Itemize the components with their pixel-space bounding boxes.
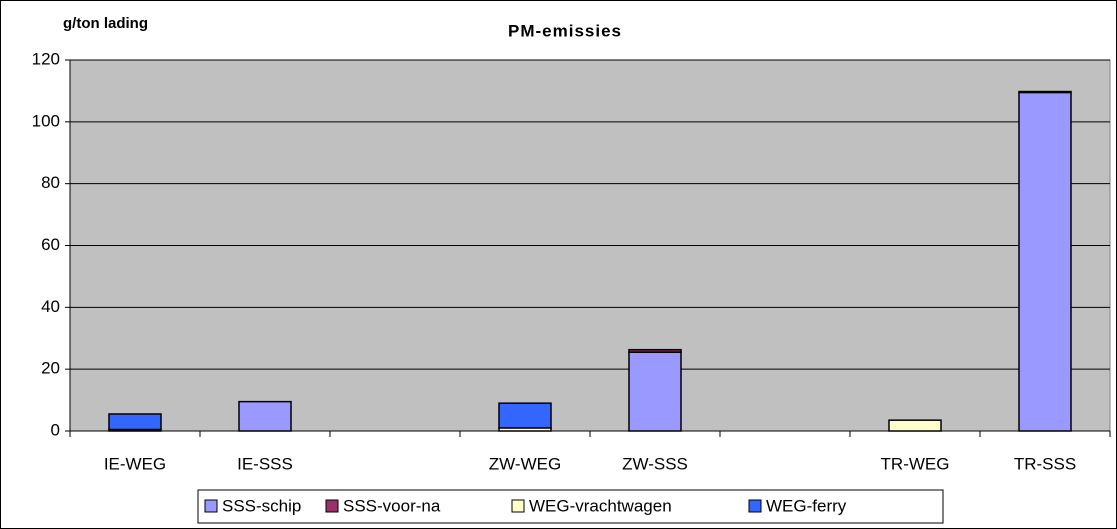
bar-segment xyxy=(108,413,162,431)
bar-segment xyxy=(888,419,942,432)
legend-label: SSS-schip xyxy=(222,496,301,515)
x-tick-label: IE-WEG xyxy=(104,454,166,473)
legend-label: WEG-ferry xyxy=(766,496,847,515)
y-tick-label: 60 xyxy=(41,235,60,254)
x-tick-label: ZW-WEG xyxy=(489,454,561,473)
x-tick-label: TR-WEG xyxy=(881,454,950,473)
y-tick-label: 40 xyxy=(41,297,60,316)
bar-segment xyxy=(498,402,552,429)
bar-segment xyxy=(628,348,682,353)
x-tick-label: IE-SSS xyxy=(237,454,293,473)
legend-swatch xyxy=(748,499,762,513)
y-tick-label: 120 xyxy=(32,49,60,68)
legend-swatch xyxy=(325,499,339,513)
bar-segment xyxy=(238,400,292,432)
bar-segment xyxy=(1018,90,1072,94)
x-tick-label: ZW-SSS xyxy=(622,454,688,473)
x-tick-label: TR-SSS xyxy=(1014,454,1076,473)
chart-title: PM-emissies xyxy=(508,21,622,40)
legend-swatch xyxy=(204,499,218,513)
legend-label: SSS-voor-na xyxy=(343,496,441,515)
y-tick-label: 80 xyxy=(41,173,60,192)
legend-label: WEG-vrachtwagen xyxy=(529,496,672,515)
y-tick-label: 100 xyxy=(32,111,60,130)
bar-segment xyxy=(1018,91,1072,432)
bar-segment xyxy=(628,351,682,432)
legend-swatch xyxy=(511,499,525,513)
y-tick-label: 20 xyxy=(41,359,60,378)
y-axis-label: g/ton lading xyxy=(63,15,148,32)
legend-box xyxy=(197,489,944,524)
y-tick-label: 0 xyxy=(51,420,60,439)
